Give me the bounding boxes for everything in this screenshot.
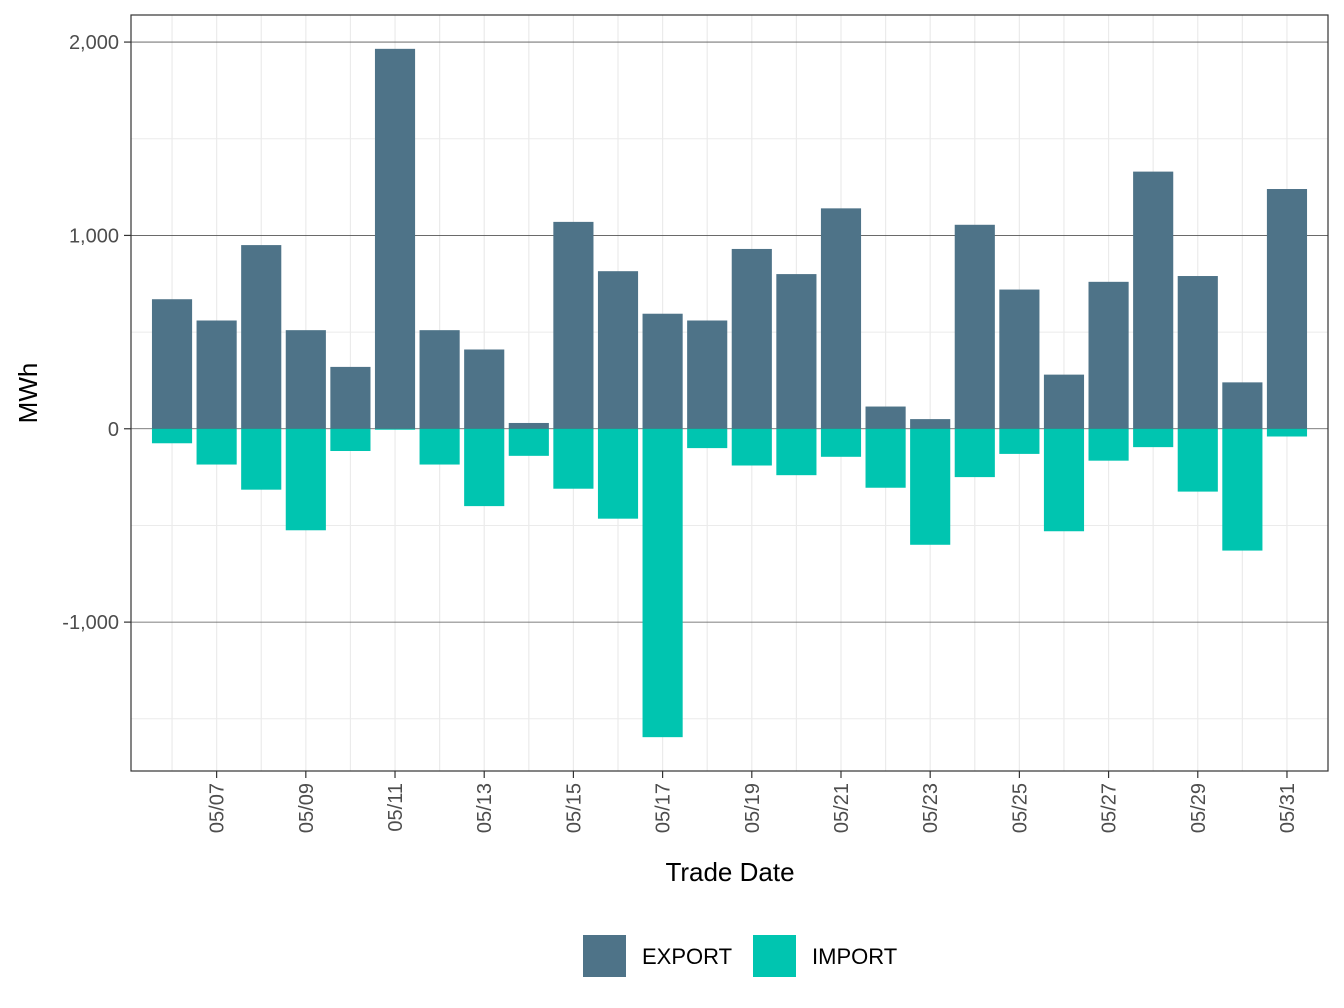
bar-import-05-12 (419, 428, 460, 465)
bar-export-05-24 (954, 224, 995, 429)
bar-export-05-26 (1043, 374, 1085, 429)
y-tick-label: 0 (108, 419, 119, 441)
bar-export-05-13 (464, 349, 505, 429)
bar-export-05-11 (374, 48, 416, 429)
bar-export-05-21 (820, 208, 862, 429)
bars (151, 48, 1308, 738)
plot-panel-border (130, 14, 1329, 772)
bar-import-05-28 (1133, 428, 1174, 448)
bar-import-05-13 (464, 428, 505, 507)
bar-import-05-17 (642, 428, 683, 738)
bar-import-05-30 (1222, 428, 1263, 551)
bar-export-05-16 (597, 271, 639, 429)
x-axis-title: Trade Date (665, 857, 794, 887)
bar-import-05-08 (241, 428, 282, 490)
x-tick-label: 05/27 (1099, 783, 1121, 833)
bar-export-05-08 (241, 245, 282, 429)
bar-export-05-30 (1222, 382, 1263, 429)
bar-export-05-22 (865, 406, 906, 429)
bar-export-05-14 (508, 422, 549, 429)
bar-export-05-28 (1133, 171, 1174, 429)
bar-export-05-09 (285, 330, 326, 429)
bar-export-05-07 (196, 320, 237, 429)
bar-import-05-23 (910, 428, 951, 545)
x-tick-label: 05/07 (207, 783, 229, 833)
bar-import-05-10 (330, 428, 371, 452)
x-tick-label: 05/09 (296, 783, 318, 833)
bar-export-05-12 (419, 330, 460, 429)
bar-export-05-23 (910, 419, 951, 429)
legend-label-export: EXPORT (642, 944, 732, 969)
x-tick-label: 05/25 (1009, 783, 1031, 833)
bar-export-05-17 (642, 313, 683, 429)
bar-export-05-25 (999, 289, 1040, 429)
x-tick-label: 05/23 (920, 783, 942, 833)
bar-import-05-14 (508, 428, 549, 456)
bar-import-05-15 (553, 428, 594, 489)
y-axis: -1,000 0 1,000 2,000 (62, 32, 131, 634)
bar-export-05-15 (553, 221, 594, 429)
bar-import-05-24 (954, 428, 995, 478)
x-tick-label: 05/11 (385, 783, 407, 832)
bar-import-05-27 (1088, 428, 1129, 461)
bar-import-05-11 (374, 428, 416, 430)
bar-import-05-29 (1177, 428, 1218, 492)
bar-import-05-25 (999, 428, 1040, 454)
legend: EXPORT IMPORT (583, 935, 897, 977)
bar-export-05-29 (1177, 276, 1218, 429)
legend-swatch-import (753, 935, 796, 977)
bar-import-05-06 (151, 428, 193, 444)
bar-export-05-31 (1266, 189, 1308, 429)
x-tick-label: 05/19 (742, 783, 764, 833)
y-tick-label: -1,000 (62, 612, 119, 634)
bar-import-05-31 (1266, 428, 1308, 437)
x-axis: 05/07 05/09 05/11 05/13 05/15 05/17 05/19 05/21… (207, 771, 1299, 833)
bar-import-05-16 (597, 428, 639, 519)
y-tick-label: 2,000 (69, 32, 119, 54)
bar-export-05-18 (687, 320, 728, 429)
x-tick-label: 05/15 (563, 783, 585, 833)
bar-import-05-18 (687, 428, 728, 449)
y-axis-title: MWh (13, 363, 43, 424)
legend-label-import: IMPORT (812, 944, 897, 969)
bar-import-05-07 (196, 428, 237, 465)
bar-import-05-22 (865, 428, 906, 488)
x-tick-label: 05/29 (1188, 783, 1210, 833)
bar-export-05-20 (776, 274, 817, 429)
bar-export-05-06 (151, 299, 193, 429)
x-tick-label: 05/31 (1277, 783, 1299, 833)
bar-import-05-26 (1043, 428, 1085, 532)
bar-export-05-10 (330, 366, 371, 429)
bar-import-05-19 (731, 428, 772, 466)
y-tick-label: 1,000 (69, 225, 119, 247)
bar-import-05-21 (820, 428, 862, 457)
x-tick-label: 05/13 (474, 783, 496, 833)
bar-export-05-19 (731, 248, 772, 429)
x-tick-label: 05/21 (831, 783, 853, 833)
bar-import-05-20 (776, 428, 817, 476)
bar-import-05-09 (285, 428, 326, 531)
legend-swatch-export (583, 935, 626, 977)
bar-export-05-27 (1088, 281, 1129, 429)
x-tick-label: 05/17 (653, 783, 675, 833)
